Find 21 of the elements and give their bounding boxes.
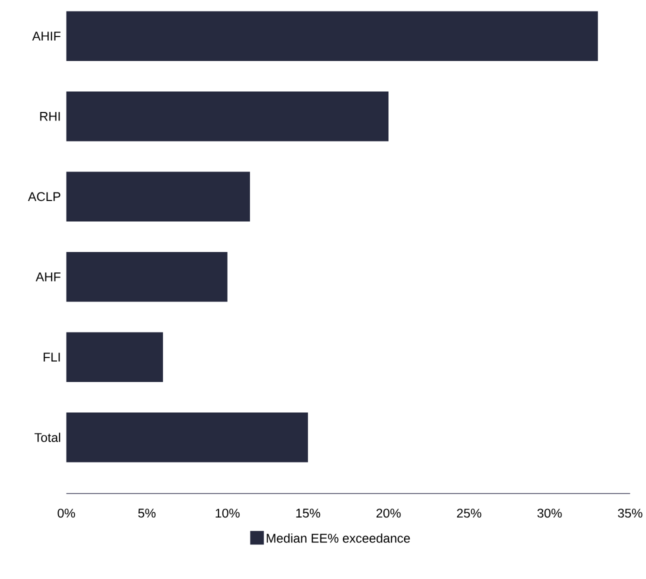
x-tick-label: 35% xyxy=(618,508,642,518)
x-tick-label: 30% xyxy=(537,508,562,518)
y-tick-label: FLI xyxy=(44,352,60,362)
legend-label: Median EE% exceedance xyxy=(266,533,410,543)
bar xyxy=(66,412,308,462)
bar xyxy=(66,252,228,302)
y-tick-label: AHF xyxy=(36,272,60,282)
x-tick-label: 15% xyxy=(296,508,320,518)
bar xyxy=(66,11,598,61)
bar xyxy=(66,91,388,142)
y-tick-label: AHIF xyxy=(32,32,60,40)
y-tick-label: RHI xyxy=(40,112,60,121)
y-tick-label: ACLP xyxy=(28,192,60,201)
x-tick-label: 20% xyxy=(376,508,401,518)
x-tick-label: 25% xyxy=(457,508,482,518)
bar xyxy=(66,172,250,222)
x-tick-label: 5% xyxy=(138,508,156,518)
bar xyxy=(66,332,163,382)
x-tick-label: 0% xyxy=(58,508,76,518)
y-tick-label: Total xyxy=(34,432,60,442)
x-tick-label: 10% xyxy=(216,508,240,518)
